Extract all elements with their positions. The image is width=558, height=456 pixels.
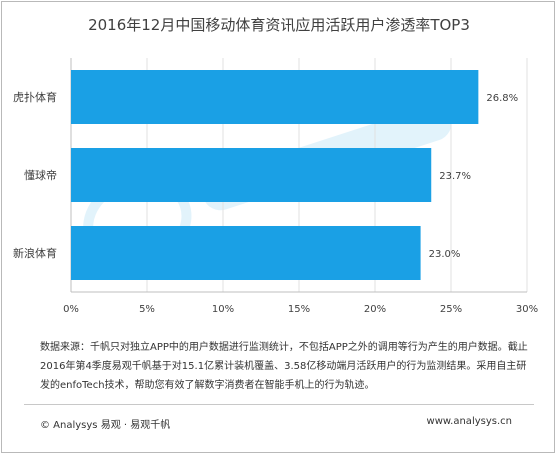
bar: [71, 70, 479, 124]
x-tick-label: 0%: [63, 304, 79, 315]
category-label: 新浪体育: [13, 246, 57, 260]
data-labels: 26.8% 23.7% 23.0%: [429, 93, 519, 260]
data-label: 26.8%: [486, 93, 518, 104]
bar: [71, 148, 432, 202]
x-tick-label: 25%: [440, 304, 462, 315]
x-tick-label: 20%: [364, 304, 386, 315]
category-label: 虎扑体育: [13, 90, 57, 104]
data-label: 23.0%: [429, 249, 461, 260]
category-label: 懂球帝: [24, 168, 57, 182]
x-tick-label: 10%: [212, 304, 234, 315]
x-tick-label: 30%: [516, 304, 538, 315]
bars: [71, 70, 479, 280]
brand-text: © Analysys 易观 · 易观千帆: [40, 420, 171, 431]
x-tick-labels: 0% 5% 10% 15% 20% 25% 30%: [63, 304, 538, 315]
x-tick-label: 5%: [139, 304, 155, 315]
bar: [71, 226, 421, 280]
data-label: 23.7%: [439, 171, 471, 182]
source-note: 数据来源：千帆只对独立APP中的用户数据进行监测统计，不包括APP之外的调用等行…: [40, 342, 528, 391]
footer-divider: [24, 404, 534, 405]
chart-title: 2016年12月中国移动体育资讯应用活跃用户渗透率TOP3: [88, 16, 470, 34]
x-tick-label: 15%: [288, 304, 310, 315]
website-text: www.analysys.cn: [426, 416, 512, 427]
